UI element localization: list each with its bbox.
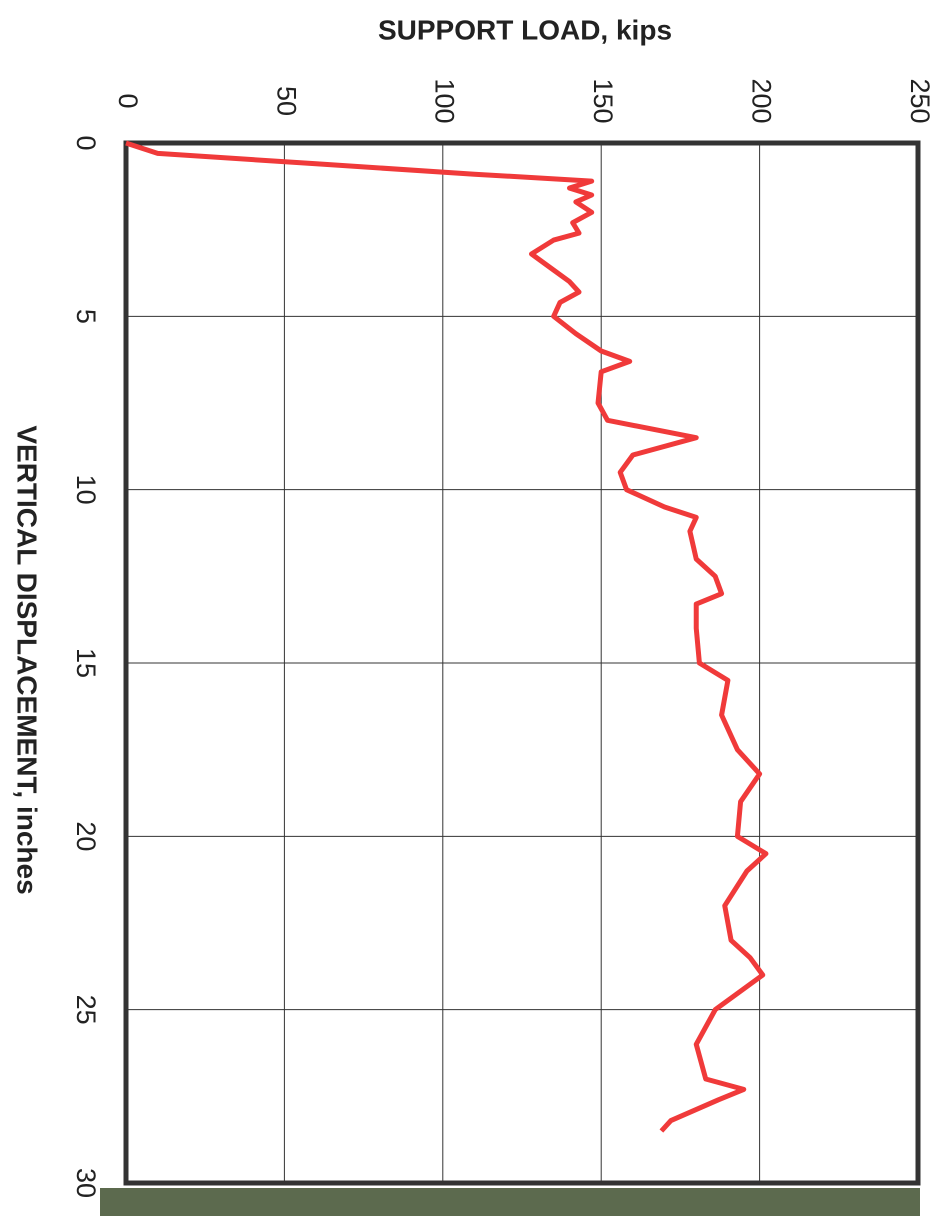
- x-tick-label: 5: [71, 309, 101, 324]
- x-tick-label: 0: [71, 135, 101, 150]
- load-curve: [125, 140, 769, 1133]
- x-tick-label: 25: [71, 995, 101, 1025]
- y-tick-label: 0: [113, 93, 143, 108]
- y-tick-label: 100: [430, 78, 460, 123]
- y-tick-label: 250: [905, 78, 935, 123]
- photo-strip: [100, 1188, 920, 1216]
- x-tick-label: 15: [71, 648, 101, 678]
- y-tick-label: 150: [588, 78, 618, 123]
- x-tick-label: 10: [71, 475, 101, 505]
- y-tick-label: 50: [271, 86, 301, 116]
- x-axis-title: VERTICAL DISPLACEMENT, inches: [12, 425, 43, 894]
- x-tick-label: 20: [71, 821, 101, 851]
- plot-frame: [123, 140, 921, 1186]
- y-tick-label: 200: [746, 78, 776, 123]
- x-tick-label: 30: [71, 1168, 101, 1198]
- y-axis-title: SUPPORT LOAD, kips: [378, 14, 672, 45]
